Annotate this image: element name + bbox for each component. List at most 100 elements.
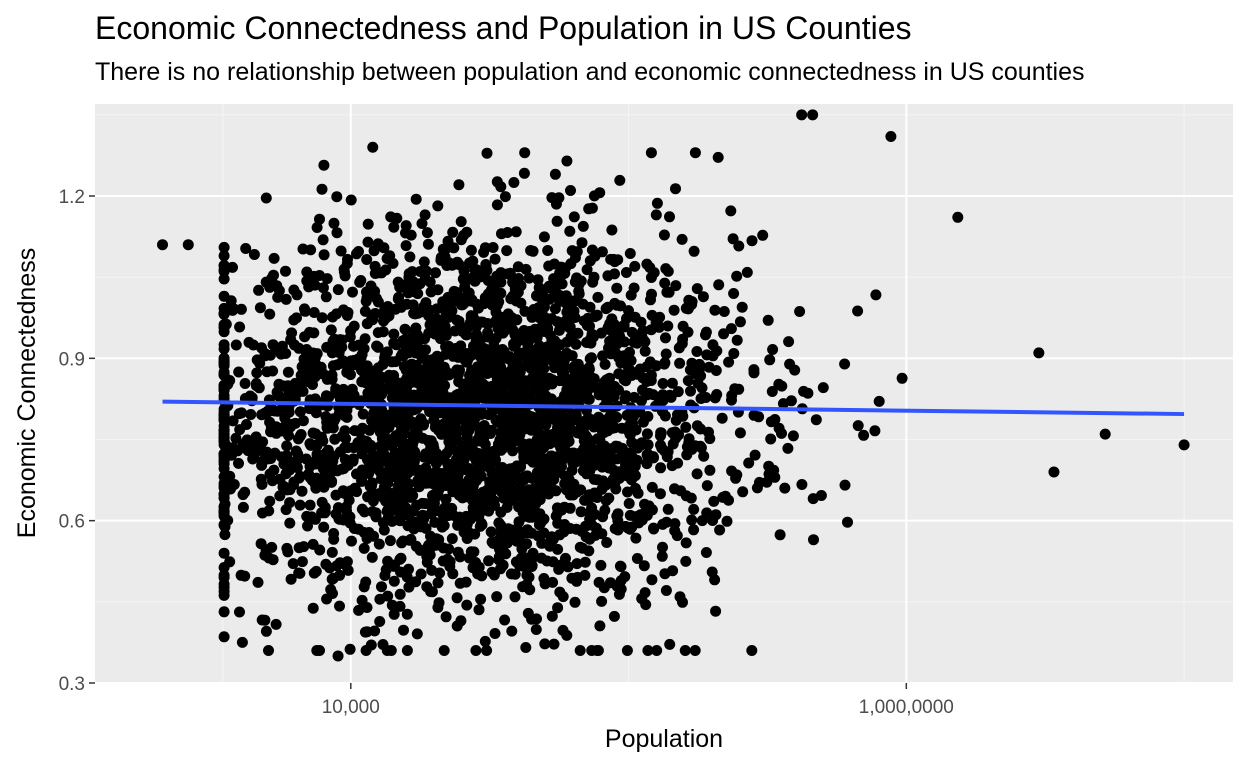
data-point (629, 260, 641, 272)
data-point (227, 415, 239, 427)
data-point (321, 373, 333, 385)
data-point (320, 291, 332, 303)
data-point (556, 440, 568, 452)
data-point (240, 243, 252, 254)
data-point (636, 593, 648, 605)
data-point (470, 455, 482, 467)
data-point (264, 495, 276, 507)
data-point (567, 489, 579, 501)
data-point (636, 514, 648, 526)
data-point (311, 222, 323, 233)
data-point (621, 409, 633, 421)
data-point (332, 650, 344, 662)
data-point (611, 510, 623, 522)
data-point (708, 495, 720, 507)
data-point (659, 445, 671, 457)
data-point (308, 307, 320, 318)
data-point (465, 546, 477, 558)
data-point (718, 328, 730, 340)
data-point (852, 305, 864, 317)
data-point (568, 211, 580, 223)
data-point (570, 295, 582, 307)
data-point (349, 482, 361, 494)
data-point (725, 205, 737, 217)
data-point (359, 305, 371, 317)
data-point (498, 346, 510, 358)
data-point (648, 523, 660, 535)
data-point (641, 374, 653, 385)
data-point (570, 523, 582, 535)
data-point (332, 502, 344, 514)
data-point (549, 303, 561, 315)
data-point (584, 533, 596, 545)
data-point (562, 432, 574, 444)
data-point (521, 538, 533, 550)
data-point (499, 373, 511, 385)
data-point (472, 361, 484, 373)
data-point (300, 346, 312, 358)
data-point (597, 448, 609, 460)
data-point (307, 602, 319, 614)
data-point (218, 273, 230, 285)
data-point (619, 336, 630, 348)
data-point (182, 239, 194, 251)
data-point (218, 259, 230, 271)
data-point (548, 638, 560, 650)
data-point (450, 365, 462, 377)
data-point (479, 635, 491, 647)
data-point (394, 600, 406, 612)
data-point (574, 645, 586, 656)
data-point (359, 506, 370, 518)
data-point (654, 488, 666, 500)
data-point (542, 245, 554, 256)
data-point (533, 282, 545, 294)
data-point (839, 358, 851, 370)
data-point (532, 530, 544, 542)
data-point (666, 377, 678, 389)
data-point (388, 221, 400, 233)
data-point (700, 392, 712, 403)
data-point (734, 316, 746, 328)
data-point (707, 339, 719, 351)
data-point (514, 481, 526, 493)
data-point (470, 645, 482, 656)
data-point (421, 581, 433, 593)
data-point (420, 297, 432, 309)
data-point (326, 475, 338, 487)
data-point (450, 453, 462, 465)
data-point (356, 475, 368, 487)
data-point (495, 519, 507, 531)
data-point (279, 421, 291, 433)
data-point (624, 509, 636, 521)
data-point (769, 414, 781, 425)
data-point (508, 382, 520, 394)
data-point (551, 426, 563, 437)
data-point (361, 360, 373, 372)
data-point (274, 392, 286, 404)
data-point (375, 417, 387, 429)
data-point (437, 243, 449, 255)
data-point (345, 369, 356, 381)
data-point (287, 558, 299, 570)
data-point (674, 357, 686, 369)
data-point (644, 262, 656, 273)
data-point (698, 450, 710, 462)
data-point (488, 453, 499, 465)
data-point (609, 477, 621, 489)
data-point (807, 109, 819, 121)
data-point (603, 492, 615, 504)
data-point (466, 295, 478, 307)
data-point (264, 349, 276, 361)
data-point (639, 345, 651, 357)
y-axis-title: Economic Connectedness (13, 248, 41, 538)
data-point (491, 199, 503, 211)
data-point (580, 419, 592, 431)
data-point (625, 289, 637, 301)
data-point (680, 421, 692, 433)
data-point (318, 249, 330, 261)
data-point (431, 350, 443, 362)
data-point (710, 605, 722, 617)
data-point (515, 327, 527, 339)
data-point (544, 329, 556, 341)
data-point (379, 570, 391, 581)
